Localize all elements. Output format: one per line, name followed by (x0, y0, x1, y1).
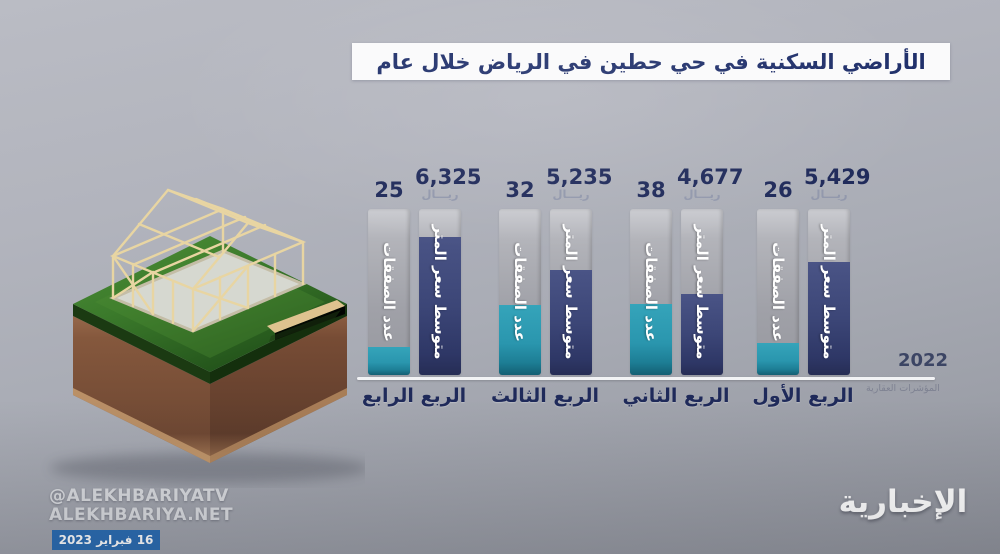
soil-bottom-edge-left (73, 388, 210, 463)
deals-bar: عدد الصفقات (368, 209, 410, 375)
soil-right-face (210, 316, 347, 463)
price-bar: متوسط سعر المتر (550, 209, 592, 375)
price-bar-fill (419, 237, 461, 375)
deals-count: 38 (636, 178, 666, 202)
wood-plank-shadow (269, 310, 341, 342)
quarter-group-q3: 32 5,235 ريـــال عدد الصفقات متوسط سعر ا… (491, 166, 612, 420)
price-bar: متوسط سعر المتر (681, 209, 723, 375)
price-value-block: 5,429 ريـــال (804, 165, 871, 201)
price-bar-label: متوسط سعر المتر (820, 224, 838, 360)
deals-bar-fill (630, 303, 672, 375)
price-value-block: 5,235 ريـــال (546, 165, 613, 201)
price-value-block: 4,677 ريـــال (677, 165, 744, 201)
deals-bar-fill (757, 343, 799, 375)
deals-bar-label: عدد الصفقات (769, 242, 787, 342)
price-bar-fill (808, 262, 850, 375)
riyal-unit: ريـــال (552, 187, 590, 201)
deals-bar: عدد الصفقات (630, 209, 672, 375)
price-bar-fill (681, 293, 723, 375)
price-value: 5,429 (804, 165, 871, 189)
deals-bar-label: عدد الصفقات (642, 242, 660, 342)
quarter-label: الربع الثاني (622, 385, 730, 407)
house-land-illustration (50, 188, 365, 483)
price-bar-label: متوسط سعر المتر (562, 224, 580, 360)
quarter-group-q1: 26 5,429 ريـــال عدد الصفقات متوسط سعر ا… (752, 166, 870, 420)
deals-bar-label: عدد الصفقات (511, 242, 529, 342)
price-bar-label: متوسط سعر المتر (431, 224, 449, 360)
year-label: 2022 (897, 350, 949, 371)
price-bar: متوسط سعر المتر (808, 209, 850, 375)
twitter-handle: @ALEKHBARIYATV (49, 486, 229, 506)
chart-footnote: المؤشرات العقارية (866, 383, 940, 394)
price-value-block: 6,325 ريـــال (415, 165, 482, 201)
deals-count: 32 (505, 178, 535, 202)
quarter-group-q4: 25 6,325 ريـــال عدد الصفقات متوسط سعر ا… (362, 166, 482, 420)
riyal-unit: ريـــال (421, 187, 459, 201)
quarter-group-q2: 38 4,677 ريـــال عدد الصفقات متوسط سعر ا… (622, 166, 743, 420)
price-bar-label: متوسط سعر المتر (693, 224, 711, 360)
deals-bar-fill (499, 305, 541, 375)
price-value: 4,677 (677, 165, 744, 189)
ground-shadow (50, 453, 365, 483)
page-title: الأراضي السكنية في حي حطين في الرياض خلا… (376, 49, 926, 74)
x-axis-line (357, 377, 935, 380)
social-handles: @ALEKHBARIYATV ALEKHBARIYA.NET (49, 487, 233, 525)
quarter-label: الربع الأول (752, 385, 854, 407)
soil-left-face (73, 316, 210, 463)
price-bar-fill (550, 270, 592, 375)
riyal-unit: ريـــال (683, 187, 721, 201)
wood-plank (267, 300, 345, 333)
deals-bar-fill (368, 346, 410, 375)
deals-count: 26 (763, 178, 793, 202)
quarter-label: الربع الثالث (491, 385, 599, 407)
title-banner: الأراضي السكنية في حي حطين في الرياض خلا… (352, 43, 950, 80)
price-value: 5,235 (546, 165, 613, 189)
deals-count: 25 (374, 178, 404, 202)
deals-bar: عدد الصفقات (757, 209, 799, 375)
price-value: 6,325 (415, 165, 482, 189)
date-badge: 16 فبراير 2023 (52, 530, 160, 550)
price-bar: متوسط سعر المتر (419, 209, 461, 375)
website-url: ALEKHBARIYA.NET (49, 505, 234, 525)
quarter-label: الربع الرابع (361, 385, 467, 407)
house-frame (109, 188, 307, 333)
grass-edge-left (73, 304, 210, 384)
deals-bar-label: عدد الصفقات (380, 242, 398, 342)
deals-bar: عدد الصفقات (499, 209, 541, 375)
channel-logo: الإخبارية (838, 484, 968, 520)
soil-bottom-edge-right (210, 388, 347, 463)
riyal-unit: ريـــال (810, 187, 848, 201)
